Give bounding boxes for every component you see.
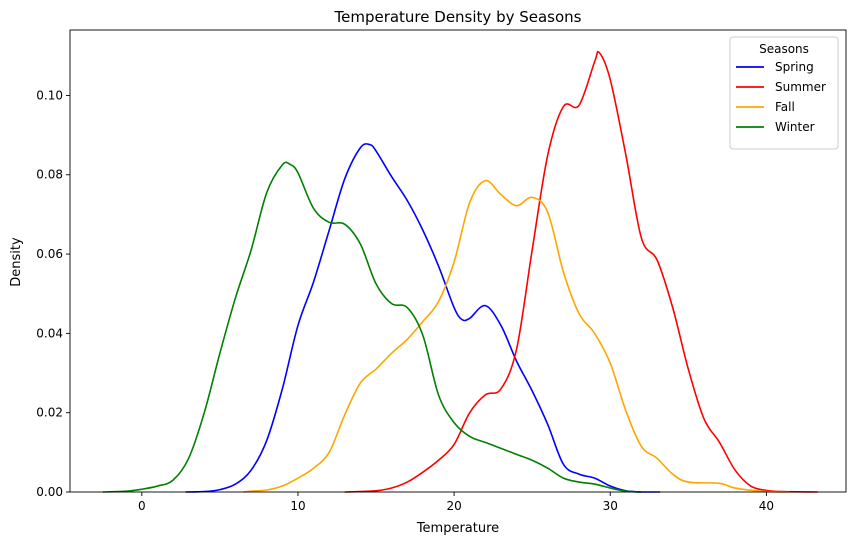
y-axis-label: Density <box>9 237 24 287</box>
x-tick-label: 30 <box>603 499 618 513</box>
legend: Seasons Spring Summer Fall Winter <box>729 36 839 150</box>
legend-label-fall: Fall <box>775 100 795 114</box>
x-tick-label: 0 <box>138 499 146 513</box>
y-tick-label: 0.00 <box>36 485 63 499</box>
series-line-fall <box>243 179 790 493</box>
y-tick-label: 0.10 <box>36 88 63 102</box>
legend-label-summer: Summer <box>775 80 826 94</box>
legend-box <box>729 36 839 150</box>
plot-area <box>102 50 818 493</box>
chart-title: Temperature Density by Seasons <box>333 8 581 26</box>
series-line-winter <box>102 161 642 493</box>
plot-frame <box>69 29 847 493</box>
legend-title: Seasons <box>759 42 809 56</box>
y-tick-label: 0.06 <box>36 247 63 261</box>
y-tick-label: 0.04 <box>36 326 63 340</box>
y-tick-label: 0.02 <box>36 406 63 420</box>
y-tick-label: 0.08 <box>36 168 63 182</box>
axes: 0 10 20 30 40 0.00 0.02 0.04 0.06 0.08 0.10 <box>36 29 847 513</box>
series-line-spring <box>185 143 661 493</box>
x-tick-label: 40 <box>759 499 774 513</box>
series-line-summer <box>344 50 818 493</box>
x-tick-label: 20 <box>446 499 461 513</box>
x-axis-label: Temperature <box>416 521 499 536</box>
legend-label-winter: Winter <box>775 120 815 134</box>
x-tick-label: 10 <box>290 499 305 513</box>
legend-label-spring: Spring <box>775 60 814 74</box>
